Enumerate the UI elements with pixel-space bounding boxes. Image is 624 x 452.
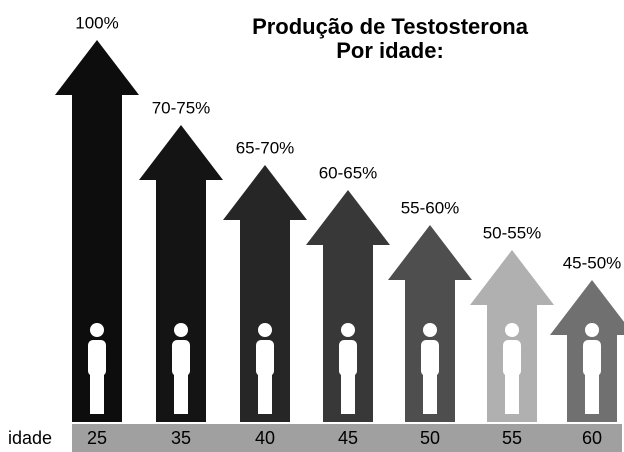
axis-label: idade [8, 428, 52, 448]
person-legs [341, 374, 355, 414]
person-head [585, 323, 599, 337]
person-legs [258, 374, 272, 414]
person-body [256, 340, 274, 376]
age-label: 60 [582, 428, 602, 448]
person-head [90, 323, 104, 337]
person-body [88, 340, 106, 376]
percent-label: 55-60% [401, 198, 460, 217]
percent-label: 60-65% [319, 163, 378, 182]
age-label: 40 [255, 428, 275, 448]
percent-label: 65-70% [236, 138, 295, 157]
age-label: 45 [338, 428, 358, 448]
title-line: Por idade: [336, 38, 444, 63]
percent-label: 50-55% [483, 223, 542, 242]
person-head [423, 323, 437, 337]
person-head [341, 323, 355, 337]
person-head [505, 323, 519, 337]
person-body [421, 340, 439, 376]
person-legs [90, 374, 104, 414]
person-body [339, 340, 357, 376]
person-legs [505, 374, 519, 414]
person-legs [174, 374, 188, 414]
age-label: 35 [171, 428, 191, 448]
percent-label: 100% [75, 13, 118, 32]
age-label: 25 [87, 428, 107, 448]
percent-label: 45-50% [563, 253, 622, 272]
person-legs [423, 374, 437, 414]
person-legs [585, 374, 599, 414]
title-line: Produção de Testosterona [252, 14, 529, 39]
age-label: 55 [502, 428, 522, 448]
person-body [503, 340, 521, 376]
percent-label: 70-75% [152, 98, 211, 117]
person-head [258, 323, 272, 337]
age-label: 50 [420, 428, 440, 448]
person-head [174, 323, 188, 337]
person-body [583, 340, 601, 376]
infographic: Produção de Testosterona Por idade: idad… [0, 0, 624, 452]
person-body [172, 340, 190, 376]
